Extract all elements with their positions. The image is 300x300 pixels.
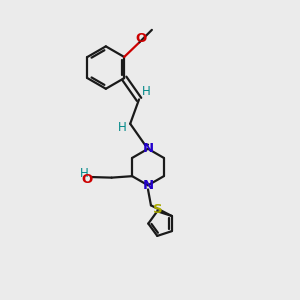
Text: N: N [142, 142, 154, 155]
Text: O: O [136, 32, 147, 45]
Text: S: S [153, 203, 163, 216]
Text: H: H [118, 121, 126, 134]
Text: H: H [142, 85, 151, 98]
Text: H: H [80, 167, 88, 180]
Text: O: O [82, 173, 93, 186]
Text: N: N [142, 179, 154, 192]
